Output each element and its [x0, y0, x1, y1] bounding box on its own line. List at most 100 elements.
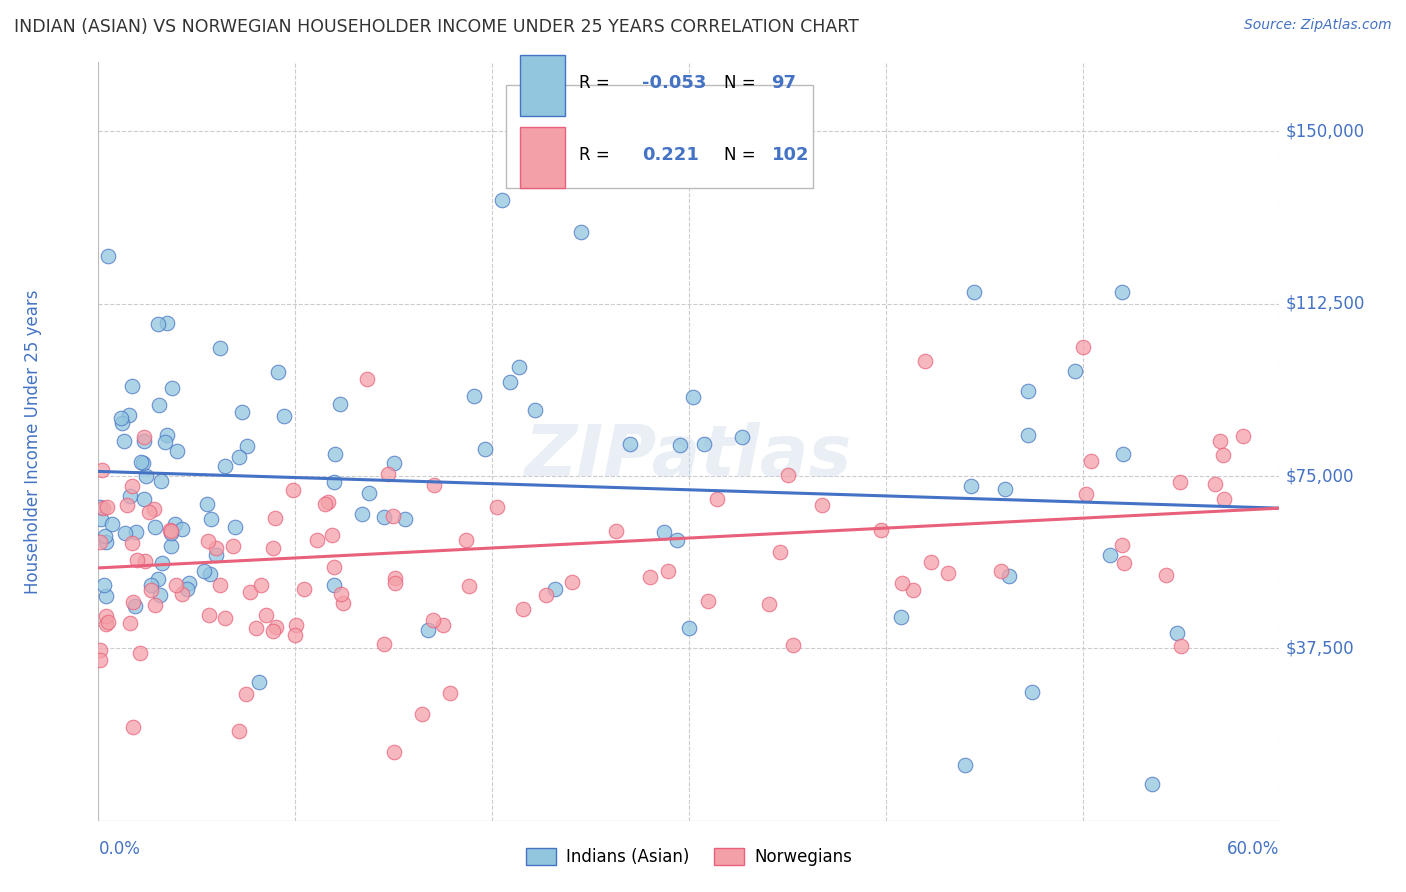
Point: [1140, 777, 1163, 791]
Point: [1099, 548, 1122, 562]
Point: [96, 608, 118, 623]
Point: [619, 437, 641, 451]
Point: [332, 596, 354, 610]
Point: [120, 489, 142, 503]
Point: [561, 574, 583, 589]
Point: [706, 492, 728, 507]
Point: [782, 639, 804, 653]
Point: [373, 510, 395, 524]
Point: [159, 524, 181, 538]
Point: [870, 523, 893, 537]
Point: [124, 599, 146, 614]
Point: [132, 430, 155, 444]
Point: [1080, 454, 1102, 468]
Point: [254, 607, 277, 622]
Point: [236, 439, 259, 453]
Point: [120, 616, 142, 631]
Text: R =: R =: [579, 74, 614, 92]
Point: [172, 522, 194, 536]
Point: [1212, 448, 1234, 462]
Point: [138, 505, 160, 519]
Point: [758, 597, 780, 611]
Point: [101, 516, 124, 531]
Point: [97, 249, 120, 263]
Point: [177, 575, 200, 590]
Point: [810, 498, 832, 512]
Point: [134, 554, 156, 568]
Point: [508, 359, 530, 374]
Point: [150, 556, 173, 570]
Point: [245, 621, 267, 635]
Text: N =: N =: [724, 146, 756, 164]
Point: [666, 533, 689, 547]
Point: [936, 566, 959, 580]
Point: [1017, 428, 1039, 442]
Point: [160, 381, 183, 395]
Point: [222, 539, 245, 553]
Text: R =: R =: [579, 146, 614, 164]
Point: [1063, 364, 1085, 378]
Point: [1111, 447, 1133, 461]
Point: [1168, 475, 1191, 490]
Bar: [520, 128, 565, 188]
Point: [776, 467, 799, 482]
Point: [214, 459, 236, 474]
Point: [160, 525, 183, 540]
Point: [214, 611, 236, 625]
Point: [165, 578, 187, 592]
Point: [1071, 340, 1094, 354]
Point: [731, 430, 754, 444]
Text: $112,500: $112,500: [1285, 294, 1365, 313]
Point: [305, 533, 328, 547]
Point: [524, 403, 547, 417]
Point: [474, 442, 496, 457]
Text: 102: 102: [772, 146, 808, 164]
Point: [456, 533, 478, 547]
Point: [534, 588, 557, 602]
Point: [193, 564, 215, 578]
Point: [176, 582, 198, 597]
Point: [1213, 491, 1236, 506]
Point: [1017, 384, 1039, 399]
Text: N =: N =: [724, 74, 756, 92]
Point: [200, 512, 222, 526]
Point: [96, 500, 118, 515]
Legend: Indians (Asian), Norwegians: Indians (Asian), Norwegians: [519, 841, 859, 873]
Point: [156, 316, 179, 330]
Text: INDIAN (ASIAN) VS NORWEGIAN HOUSEHOLDER INCOME UNDER 25 YEARS CORRELATION CHART: INDIAN (ASIAN) VS NORWEGIAN HOUSEHOLDER …: [14, 18, 859, 36]
Point: [146, 572, 169, 586]
Point: [605, 524, 627, 539]
Point: [373, 637, 395, 651]
Point: [263, 510, 285, 524]
Point: [208, 578, 231, 592]
Point: [316, 495, 339, 509]
Point: [94, 617, 117, 632]
Point: [114, 526, 136, 541]
Text: 0.0%: 0.0%: [98, 839, 141, 857]
Text: Householder Income Under 25 years: Householder Income Under 25 years: [24, 289, 42, 594]
Point: [499, 375, 522, 389]
Point: [121, 536, 143, 550]
Bar: [520, 55, 565, 116]
Point: [322, 578, 344, 592]
Point: [172, 587, 194, 601]
Point: [134, 434, 156, 449]
Point: [384, 571, 406, 585]
Point: [350, 508, 373, 522]
Point: [97, 615, 120, 630]
Point: [89, 500, 111, 515]
Point: [321, 528, 343, 542]
Point: [411, 706, 433, 721]
Point: [890, 609, 912, 624]
Point: [418, 623, 440, 637]
Point: [139, 583, 162, 598]
Point: [94, 589, 117, 603]
Point: [292, 582, 315, 597]
Point: [914, 354, 936, 368]
Point: [141, 578, 163, 592]
Point: [485, 500, 508, 515]
Point: [111, 417, 134, 431]
Point: [422, 613, 444, 627]
Point: [204, 541, 226, 556]
Point: [91, 463, 114, 477]
